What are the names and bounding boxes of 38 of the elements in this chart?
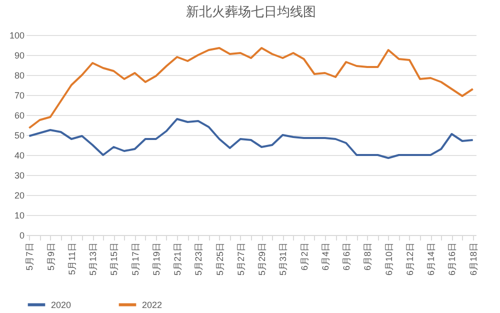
- y-tick-label: 30: [14, 170, 24, 180]
- y-tick-label: 80: [14, 70, 24, 80]
- x-tick-label: 5月19日: [151, 242, 162, 276]
- x-tick-label: 5月13日: [88, 242, 98, 276]
- x-tick-label: 5月29日: [257, 242, 268, 276]
- y-tick-label: 0: [19, 230, 24, 240]
- line-series: [28, 47, 474, 129]
- x-tick-label: 6月18日: [468, 242, 478, 276]
- x-tick-label: 5月11日: [66, 242, 77, 275]
- y-tick-label: 10: [14, 210, 24, 220]
- x-tick-label: 5月9日: [46, 242, 56, 271]
- y-tick-label: 60: [14, 110, 24, 120]
- x-tick-label: 5月27日: [236, 242, 246, 276]
- x-tick-label: 5月23日: [194, 242, 204, 276]
- x-tick-label: 5月17日: [130, 242, 140, 276]
- x-tick-label: 5月21日: [172, 242, 183, 276]
- x-tick-label: 6月16日: [447, 242, 458, 276]
- y-tick-label: 90: [14, 50, 24, 60]
- x-tick-label: 6月14日: [426, 242, 436, 276]
- chart-title: 新北火葬场七日均线图: [186, 4, 316, 19]
- x-tick-label: 6月6日: [342, 242, 352, 271]
- x-tick-label: 6月10日: [384, 242, 394, 276]
- x-tick-label: 6月2日: [299, 242, 310, 271]
- y-tick-label: 20: [14, 190, 24, 200]
- x-tick-label: 6月4日: [320, 242, 330, 271]
- legend-label: 2020: [51, 300, 72, 310]
- line-series: [28, 118, 474, 159]
- x-tick-label: 5月7日: [24, 242, 35, 271]
- y-tick-label: 70: [14, 90, 24, 100]
- y-tick-label: 100: [9, 30, 24, 40]
- x-tick-label: 5月25日: [214, 242, 225, 276]
- legend-label: 2022: [142, 300, 162, 310]
- y-tick-label: 50: [14, 130, 24, 140]
- x-tick-label: 5月31日: [278, 242, 288, 276]
- x-tick-label: 6月12日: [404, 242, 415, 276]
- x-tick-label: 5月15日: [109, 242, 120, 276]
- y-tick-label: 40: [14, 150, 24, 160]
- x-tick-label: 6月8日: [362, 242, 373, 271]
